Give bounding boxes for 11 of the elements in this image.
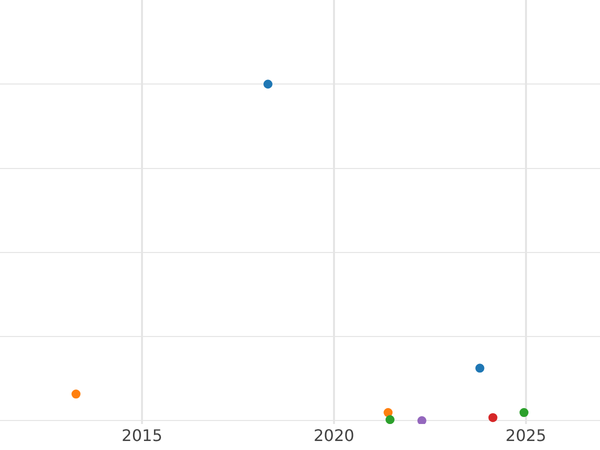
- point: [263, 80, 272, 89]
- x-tick-label: 2020: [314, 426, 354, 445]
- point: [519, 408, 528, 418]
- point: [384, 408, 393, 418]
- point: [488, 413, 498, 422]
- x-tick-label: 2025: [506, 426, 546, 445]
- point: [475, 364, 484, 373]
- point: [386, 415, 395, 424]
- point: [72, 390, 81, 399]
- point: [417, 416, 426, 424]
- x-tick-label: 2015: [122, 426, 162, 445]
